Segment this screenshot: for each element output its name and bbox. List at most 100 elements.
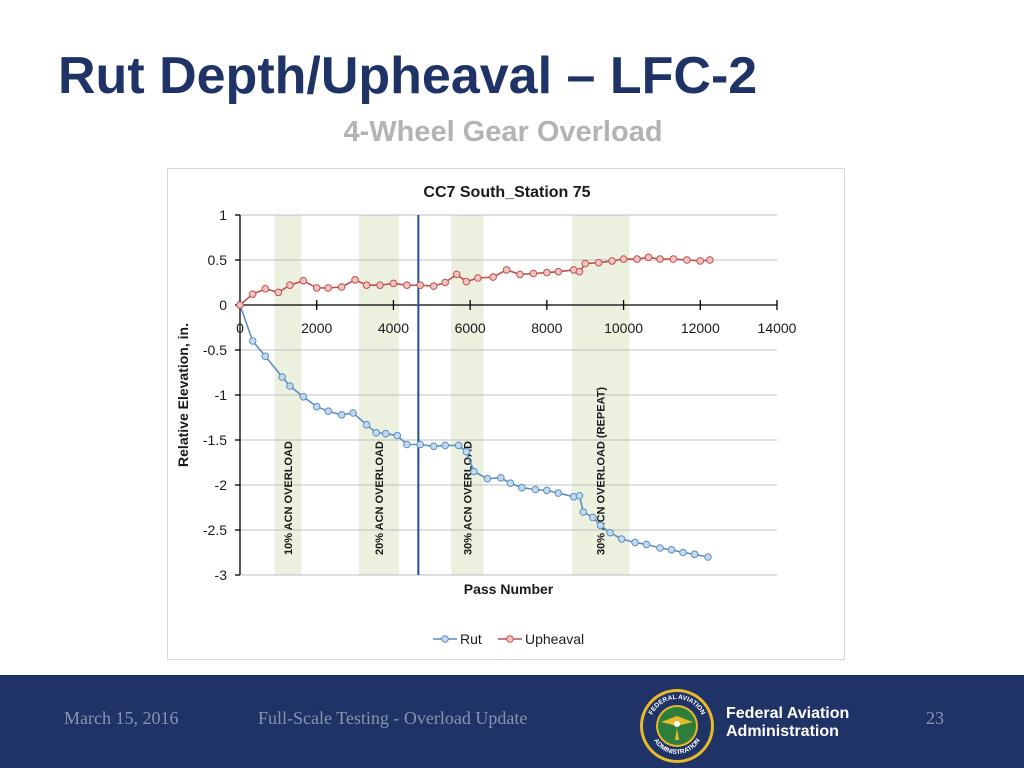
data-point-upheaval (608, 257, 616, 265)
data-point-upheaval (502, 266, 511, 274)
y-tick-label: -2 (215, 477, 228, 493)
x-tick-label: 10000 (604, 320, 643, 336)
data-point-upheaval (441, 278, 450, 287)
org-name: Federal Aviation Administration (726, 705, 849, 741)
data-point-rut (606, 528, 614, 537)
data-point-upheaval (403, 281, 411, 289)
footer-bar: March 15, 2016 Full-Scale Testing - Over… (0, 675, 1024, 768)
data-point-upheaval (351, 276, 359, 284)
data-point-rut (642, 540, 651, 549)
x-axis-label: Pass Number (464, 581, 554, 597)
data-point-rut (656, 544, 664, 552)
data-point-rut (248, 337, 257, 345)
x-tick-label: 6000 (455, 320, 486, 336)
org-name-line2: Administration (726, 723, 839, 740)
data-point-upheaval (416, 281, 425, 289)
data-point-upheaval (644, 253, 653, 262)
data-point-rut (483, 474, 492, 483)
data-point-rut (441, 441, 450, 450)
data-point-upheaval (324, 284, 333, 292)
data-point-rut (337, 411, 346, 419)
data-point-rut (589, 513, 597, 522)
data-point-upheaval (299, 276, 308, 285)
y-axis-label: Relative Elevation, in. (175, 323, 191, 467)
overload-band-label: 10% ACN OVERLOAD (283, 441, 295, 555)
data-point-rut (349, 409, 357, 417)
data-point-upheaval (529, 269, 538, 278)
legend-label: Upheaval (525, 631, 584, 647)
data-point-rut (579, 508, 588, 516)
org-name-line1: Federal Aviation (726, 705, 850, 722)
slide-title: Rut Depth/Upheaval – LFC-2 (58, 47, 758, 105)
data-point-rut (286, 382, 294, 390)
footer-date: March 15, 2016 (64, 708, 179, 728)
data-point-upheaval (516, 270, 524, 279)
data-point-upheaval (554, 267, 563, 276)
x-tick-label: 4000 (378, 320, 409, 336)
data-point-upheaval (248, 290, 257, 298)
footer-title: Full-Scale Testing - Overload Update (258, 708, 528, 728)
slide-subtitle: 4-Wheel Gear Overload (343, 116, 663, 148)
data-point-upheaval (337, 283, 346, 291)
data-point-rut (416, 440, 425, 449)
y-tick-label: -1 (215, 387, 228, 403)
data-point-rut (261, 352, 270, 361)
chart-title: CC7 South_Station 75 (423, 184, 590, 201)
data-point-rut (462, 447, 471, 456)
faa-seal-icon: FEDERAL AVIATION ADMINISTRATION (640, 689, 714, 763)
data-point-rut (372, 429, 380, 437)
data-point-upheaval (236, 301, 244, 309)
chart-container: 1 0.5 0 -0.5 -1 -1.5 -2 -2.5 -3 0 2000 4000 6000 8000… (167, 168, 845, 660)
data-point-rut (381, 429, 390, 438)
data-point-rut (506, 479, 515, 488)
data-point-rut (362, 420, 371, 429)
legend-item: Rut (433, 631, 482, 647)
data-point-rut (403, 440, 411, 449)
data-point-rut (454, 441, 463, 450)
data-point-upheaval (389, 279, 398, 288)
chart-svg: 1 0.5 0 -0.5 -1 -1.5 -2 -2.5 -3 0 2000 4000 6000 8000… (175, 184, 797, 647)
y-tick-label: -0.5 (203, 342, 227, 358)
data-point-rut (393, 431, 402, 440)
overload-band-label: 30% ACN OVERLOAD (REPEAT) (596, 387, 608, 555)
legend-marker (441, 635, 449, 643)
y-tick-label: -2.5 (203, 522, 227, 538)
data-point-rut (596, 521, 605, 530)
data-point-rut (631, 538, 639, 547)
data-point-rut (617, 535, 626, 543)
data-point-rut (278, 373, 286, 381)
data-point-upheaval (633, 255, 641, 263)
legend-marker (506, 635, 514, 643)
x-tick-label: 12000 (681, 320, 720, 336)
x-tick-label: 2000 (301, 320, 332, 336)
x-tick-label: 0 (236, 320, 244, 336)
data-point-rut (312, 402, 321, 411)
data-point-upheaval (543, 268, 551, 277)
x-tick-label: 8000 (531, 320, 562, 336)
x-tick-label: 14000 (758, 320, 797, 336)
data-point-rut (690, 550, 699, 559)
data-point-upheaval (452, 270, 461, 279)
data-point-upheaval (286, 281, 294, 289)
data-point-rut (518, 483, 526, 492)
data-point-rut (575, 492, 584, 500)
data-point-upheaval (474, 274, 482, 282)
data-point-upheaval (429, 282, 438, 290)
y-tick-label: 1 (219, 207, 227, 223)
data-point-upheaval (261, 285, 270, 293)
data-point-upheaval (683, 256, 691, 264)
data-point-rut (554, 489, 563, 497)
page-number: 23 (926, 708, 944, 728)
data-point-rut (667, 546, 676, 554)
data-point-rut (497, 474, 505, 482)
data-point-rut (543, 486, 551, 495)
y-tick-label: -3 (215, 567, 228, 583)
data-point-upheaval (489, 273, 497, 281)
data-point-upheaval (696, 257, 705, 265)
data-point-upheaval (575, 267, 584, 276)
data-point-rut (324, 407, 333, 415)
y-tick-label: 0.5 (208, 252, 228, 268)
data-point-upheaval (362, 281, 371, 289)
data-point-rut (299, 393, 308, 401)
data-point-upheaval (594, 258, 603, 267)
